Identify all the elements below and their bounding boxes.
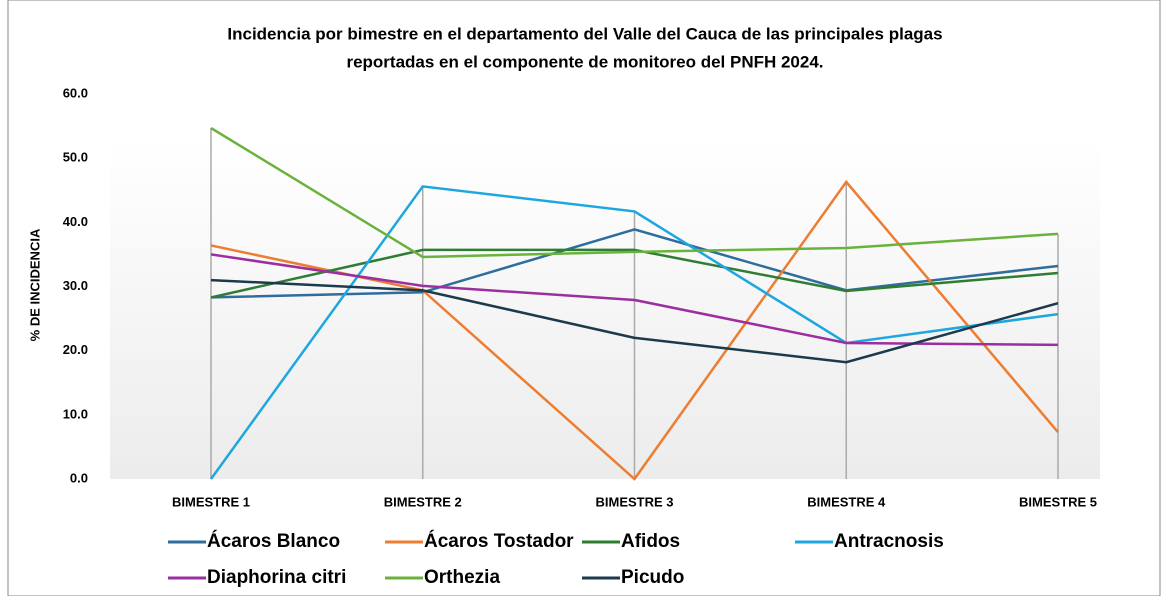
x-tick-label: BIMESTRE 2 [384,494,462,509]
chart-title: Incidencia por bimestre en el departamen… [227,24,942,43]
x-tick-label: BIMESTRE 1 [172,494,250,509]
series-line [210,126,1059,259]
y-tick-label: 20.0 [63,342,88,357]
legend-label: Diaphorina citri [207,567,346,588]
y-tick-label: 40.0 [63,214,88,229]
series-line [210,228,1059,299]
legend-label: Orthezia [424,567,500,588]
y-tick-label: 50.0 [63,150,88,165]
x-tick-label: BIMESTRE 3 [595,494,673,509]
legend-label: Afidos [621,531,680,552]
y-tick-label: 60.0 [63,85,88,100]
y-tick-label: 30.0 [63,278,88,293]
y-axis-label: % DE INCIDENCIA [27,228,42,341]
plot-area [110,140,1100,479]
legend-label: Ácaros Tostador [424,530,574,552]
series-line [210,248,1059,299]
series-line [209,185,1059,480]
chart-subtitle: reportadas en el componente de monitoreo… [346,52,823,71]
legend-label: Ácaros Blanco [207,530,340,552]
y-tick-label: 10.0 [63,406,88,421]
legend-label: Picudo [621,567,684,588]
series-line [210,278,1059,364]
x-tick-label: BIMESTRE 4 [807,494,886,509]
legend-label: Antracnosis [834,531,944,552]
y-tick-label: 0.0 [70,470,88,485]
x-tick-label: BIMESTRE 5 [1019,494,1097,509]
